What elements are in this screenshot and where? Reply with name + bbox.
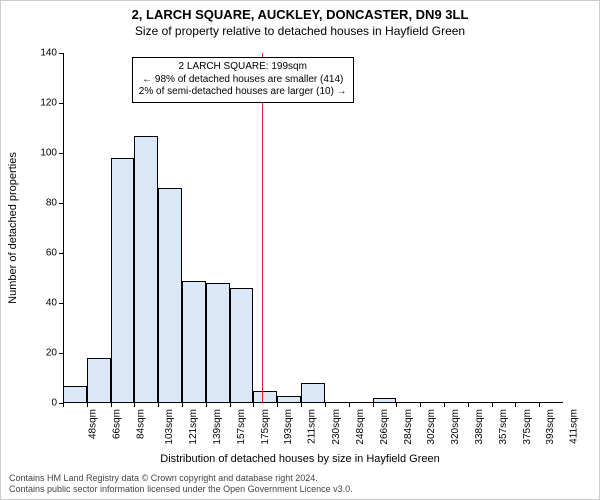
xtick-label: 248sqm [355, 409, 366, 445]
xtick-label: 357sqm [498, 409, 509, 445]
ytick-mark [59, 353, 63, 354]
y-axis-line [63, 53, 64, 403]
xtick-mark [277, 403, 278, 407]
ytick-mark [59, 53, 63, 54]
xtick-label: 84sqm [135, 409, 146, 439]
xtick-mark [444, 403, 445, 407]
xtick-label: 320sqm [450, 409, 461, 445]
xtick-label: 211sqm [307, 409, 318, 444]
histogram-bar [230, 288, 254, 403]
xtick-mark [515, 403, 516, 407]
xtick-mark [396, 403, 397, 407]
xtick-label: 338sqm [474, 409, 485, 445]
xtick-mark [492, 403, 493, 407]
ytick-label: 120 [40, 98, 57, 109]
xtick-label: 411sqm [569, 409, 580, 444]
histogram-bar [373, 398, 397, 403]
xtick-label: 157sqm [236, 409, 247, 445]
xtick-mark [230, 403, 231, 407]
histogram-bar [63, 386, 87, 404]
xtick-label: 48sqm [88, 409, 99, 439]
ytick-label: 20 [46, 348, 57, 359]
xtick-mark [182, 403, 183, 407]
xtick-mark [468, 403, 469, 407]
annotation-line-smaller: ← 98% of detached houses are smaller (41… [139, 74, 347, 87]
xtick-mark [134, 403, 135, 407]
ytick-label: 100 [40, 148, 57, 159]
annotation-box: 2 LARCH SQUARE: 199sqm ← 98% of detached… [132, 57, 354, 103]
histogram-bar [158, 188, 182, 403]
ytick-mark [59, 153, 63, 154]
xtick-mark [301, 403, 302, 407]
annotation-title: 2 LARCH SQUARE: 199sqm [139, 61, 347, 74]
xtick-mark [158, 403, 159, 407]
footer-line-2: Contains public sector information licen… [9, 484, 591, 495]
xtick-label: 175sqm [260, 409, 271, 445]
y-axis-label: Number of detached properties [7, 53, 23, 403]
xtick-label: 266sqm [379, 409, 390, 445]
histogram-bar [277, 396, 301, 404]
ytick-label: 40 [46, 298, 57, 309]
reference-line [262, 53, 264, 403]
xtick-mark [373, 403, 374, 407]
chart-title-sub: Size of property relative to detached ho… [1, 24, 599, 38]
histogram-bar [87, 358, 111, 403]
ytick-label: 0 [51, 398, 57, 409]
xtick-label: 393sqm [545, 409, 556, 445]
xtick-mark [539, 403, 540, 407]
xtick-mark [63, 403, 64, 407]
xtick-label: 230sqm [331, 409, 342, 445]
xtick-label: 103sqm [165, 409, 176, 445]
histogram-bar [253, 391, 277, 404]
xtick-label: 139sqm [212, 409, 223, 445]
xtick-mark [206, 403, 207, 407]
plot-area: 2 LARCH SQUARE: 199sqm ← 98% of detached… [63, 53, 563, 403]
footer-attribution: Contains HM Land Registry data © Crown c… [9, 473, 591, 496]
ytick-mark [59, 103, 63, 104]
histogram-bar [134, 136, 158, 404]
histogram-bar [206, 283, 230, 403]
chart-title-main: 2, LARCH SQUARE, AUCKLEY, DONCASTER, DN9… [1, 7, 599, 22]
xtick-label: 193sqm [284, 409, 295, 445]
xtick-mark [349, 403, 350, 407]
chart-container: 2, LARCH SQUARE, AUCKLEY, DONCASTER, DN9… [0, 0, 600, 500]
ytick-label: 80 [46, 198, 57, 209]
ytick-mark [59, 203, 63, 204]
xtick-label: 121sqm [188, 409, 199, 445]
xtick-mark [325, 403, 326, 407]
footer-line-1: Contains HM Land Registry data © Crown c… [9, 473, 591, 484]
x-axis-label: Distribution of detached houses by size … [1, 453, 599, 465]
xtick-label: 284sqm [403, 409, 414, 445]
xtick-mark [111, 403, 112, 407]
annotation-line-larger: 2% of semi-detached houses are larger (1… [139, 86, 347, 99]
ytick-label: 60 [46, 248, 57, 259]
ytick-mark [59, 303, 63, 304]
ytick-label: 140 [40, 48, 57, 59]
ytick-mark [59, 253, 63, 254]
xtick-label: 66sqm [111, 409, 122, 439]
xtick-mark [87, 403, 88, 407]
histogram-bar [301, 383, 325, 403]
xtick-mark [420, 403, 421, 407]
xtick-label: 302sqm [426, 409, 437, 445]
histogram-bar [182, 281, 206, 404]
histogram-bar [111, 158, 135, 403]
xtick-mark [253, 403, 254, 407]
xtick-label: 375sqm [522, 409, 533, 445]
